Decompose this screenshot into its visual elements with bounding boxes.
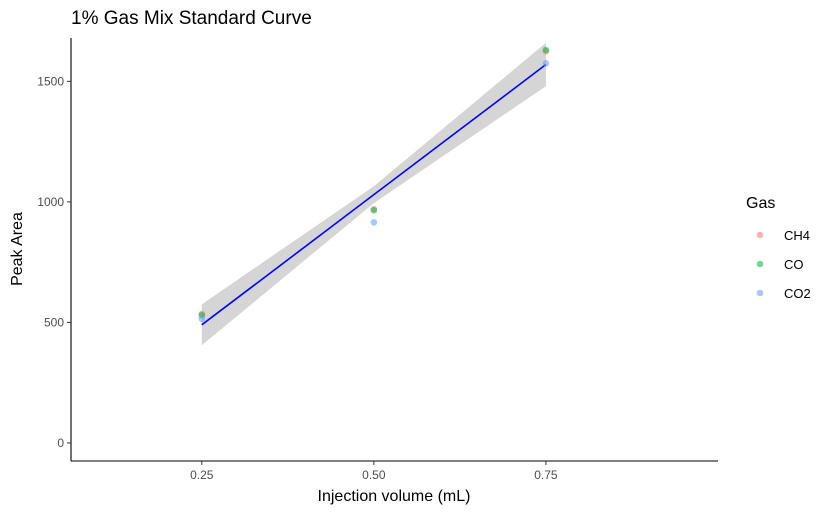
legend-title: Gas	[746, 195, 775, 212]
legend: Gas CH4 CO CO2	[746, 195, 811, 301]
fit-line	[201, 63, 547, 326]
legend-label-co2: CO2	[784, 286, 811, 301]
legend-label-ch4: CH4	[784, 228, 810, 243]
y-axis-ticks: 0 500 1000 1500	[37, 74, 71, 450]
data-point-co	[370, 207, 378, 214]
data-point-co	[542, 46, 550, 54]
y-tick-label: 0	[57, 436, 64, 450]
data-points-layer	[198, 46, 550, 323]
y-axis-title: Peak Area	[9, 212, 26, 286]
chart-title: 1% Gas Mix Standard Curve	[71, 8, 312, 29]
x-tick-label: 0.75	[534, 468, 558, 482]
data-point-co2	[198, 315, 206, 323]
y-tick-label: 1500	[37, 74, 64, 88]
legend-items: CH4 CO CO2	[756, 228, 811, 301]
data-point-co2	[370, 219, 378, 226]
data-point-co2	[542, 60, 550, 67]
legend-label-co: CO	[784, 257, 804, 272]
x-axis-title: Injection volume (mL)	[318, 488, 471, 505]
x-tick-label: 0.50	[362, 468, 386, 482]
y-tick-label: 1000	[37, 195, 64, 209]
y-tick-label: 500	[44, 315, 64, 329]
legend-key-ch4	[756, 231, 764, 239]
x-tick-label: 0.25	[190, 468, 214, 482]
legend-key-co2	[756, 289, 764, 297]
x-axis-ticks: 0.25 0.50 0.75	[190, 461, 558, 482]
fit-line-layer	[201, 63, 547, 326]
legend-key-co	[756, 260, 764, 268]
